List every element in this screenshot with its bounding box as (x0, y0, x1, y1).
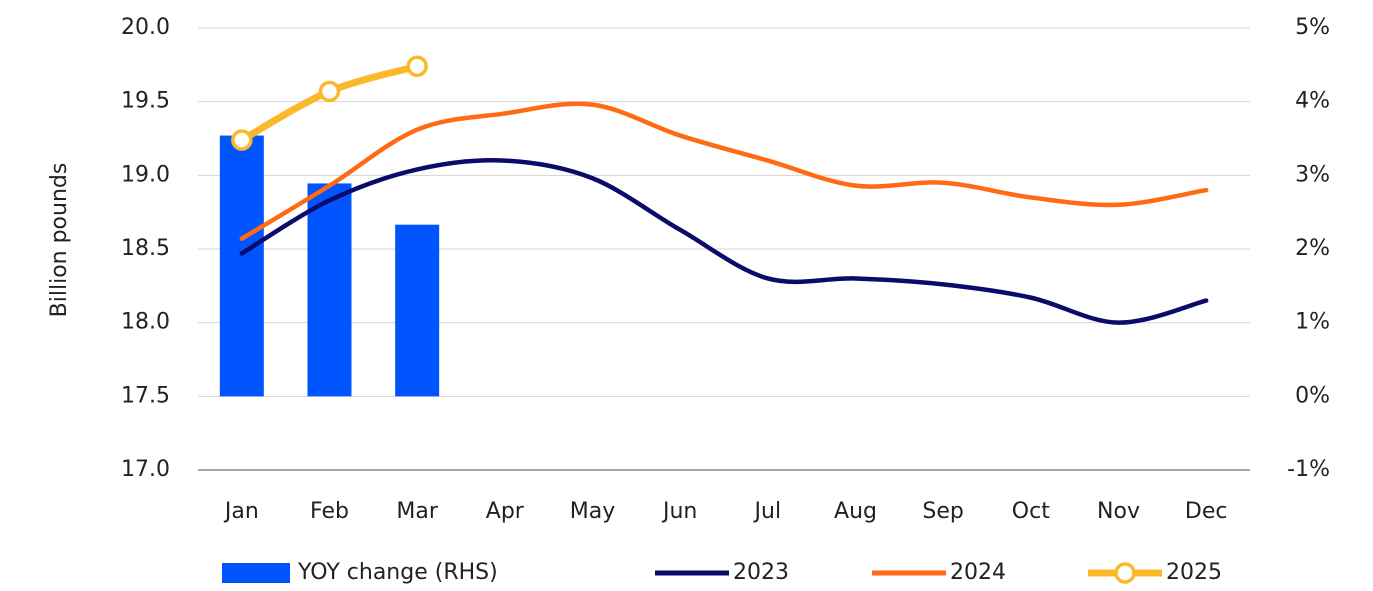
y2-tick-label: 1% (1295, 310, 1330, 335)
x-tick-label: Nov (1097, 499, 1140, 524)
bar (307, 183, 352, 397)
y-tick-label: 19.0 (121, 162, 170, 187)
y-tick-label: 17.0 (121, 457, 170, 482)
legend-label: 2024 (950, 560, 1006, 585)
legend-swatch (222, 563, 290, 583)
y-tick-label: 20.0 (121, 15, 170, 40)
y-tick-label: 18.0 (121, 310, 170, 335)
line-marker (406, 55, 428, 78)
x-tick-label: Sep (922, 499, 963, 524)
x-tick-label: Aug (834, 499, 877, 524)
y-tick-label: 19.5 (121, 89, 170, 114)
y2-tick-label: 4% (1295, 89, 1330, 114)
x-tick-label: May (570, 499, 615, 524)
x-tick-label: Mar (396, 499, 438, 524)
legend-label: YOY change (RHS) (297, 560, 498, 585)
legend-marker (1114, 562, 1136, 584)
y2-tick-label: -1% (1287, 457, 1330, 482)
legend-label: 2023 (733, 560, 789, 585)
x-tick-label: Jul (753, 499, 782, 524)
x-tick-label: Oct (1012, 499, 1050, 524)
x-tick-label: Jan (223, 499, 259, 524)
line (239, 101, 1209, 241)
y-tick-label: 18.5 (121, 236, 170, 261)
y2-tick-label: 5% (1295, 15, 1330, 40)
y2-tick-label: 2% (1295, 236, 1330, 261)
y2-tick-label: 0% (1295, 383, 1330, 408)
line (239, 158, 1209, 325)
legend-label: 2025 (1166, 560, 1222, 585)
y-axis-label: Billion pounds (47, 163, 72, 318)
line (238, 62, 421, 144)
x-tick-label: Jun (661, 499, 697, 524)
y-tick-label: 17.5 (121, 383, 170, 408)
y2-tick-label: 3% (1295, 162, 1330, 187)
bar (395, 224, 440, 397)
line-marker (231, 129, 253, 151)
bar (219, 135, 264, 397)
x-tick-label: Dec (1185, 499, 1228, 524)
x-tick-label: Apr (486, 499, 525, 524)
x-tick-label: Feb (310, 499, 349, 524)
line-marker (318, 80, 341, 103)
